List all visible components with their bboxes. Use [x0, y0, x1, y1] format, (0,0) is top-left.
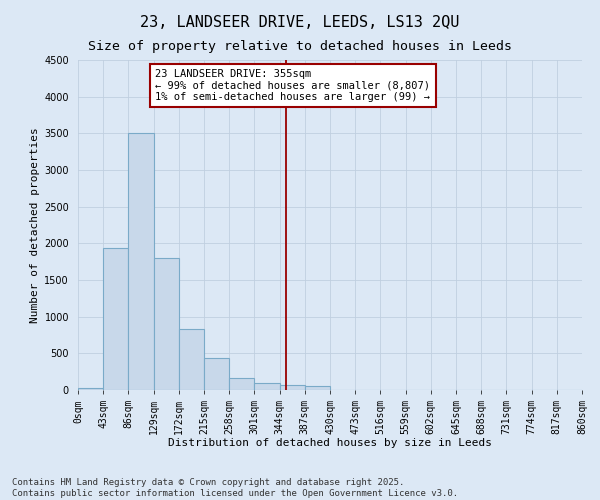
Bar — [78, 388, 103, 390]
Text: 23 LANDSEER DRIVE: 355sqm
← 99% of detached houses are smaller (8,807)
1% of sem: 23 LANDSEER DRIVE: 355sqm ← 99% of detac… — [155, 69, 430, 102]
Bar — [229, 378, 254, 390]
Bar — [179, 329, 204, 390]
Bar — [305, 386, 330, 390]
Bar — [103, 248, 128, 390]
Bar — [254, 384, 280, 390]
X-axis label: Distribution of detached houses by size in Leeds: Distribution of detached houses by size … — [168, 438, 492, 448]
Bar — [154, 258, 179, 390]
Text: Contains HM Land Registry data © Crown copyright and database right 2025.
Contai: Contains HM Land Registry data © Crown c… — [12, 478, 458, 498]
Bar — [204, 358, 229, 390]
Bar — [128, 134, 154, 390]
Text: Size of property relative to detached houses in Leeds: Size of property relative to detached ho… — [88, 40, 512, 53]
Text: 23, LANDSEER DRIVE, LEEDS, LS13 2QU: 23, LANDSEER DRIVE, LEEDS, LS13 2QU — [140, 15, 460, 30]
Bar — [280, 385, 305, 390]
Y-axis label: Number of detached properties: Number of detached properties — [30, 127, 40, 323]
